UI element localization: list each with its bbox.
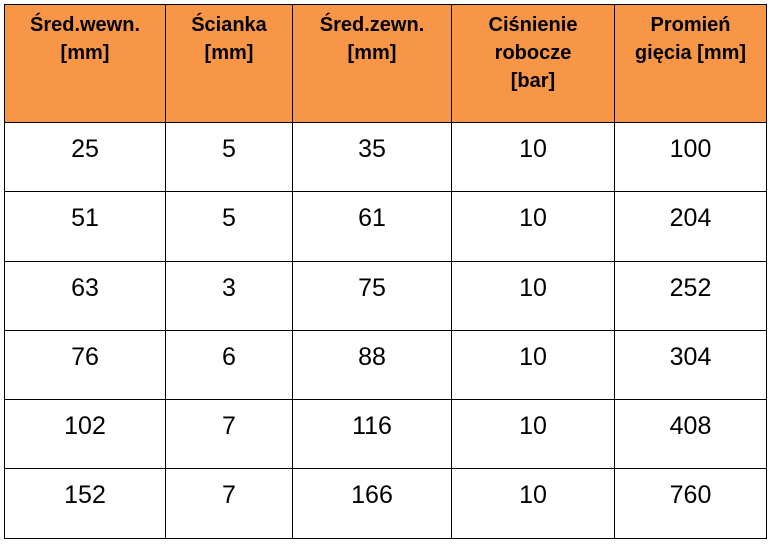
header-wall-thickness: Ścianka [mm] bbox=[165, 4, 293, 123]
cell-outer-diameter: 35 bbox=[292, 121, 452, 193]
header-line: Śred.zewn. bbox=[319, 14, 425, 36]
cell-inner-diameter: 25 bbox=[4, 121, 166, 193]
cell-working-pressure: 10 bbox=[451, 260, 615, 331]
header-line: gięcia [mm] bbox=[634, 42, 747, 64]
cell-working-pressure: 10 bbox=[451, 468, 615, 539]
table-row: 51 5 61 10 204 bbox=[4, 191, 767, 262]
cell-working-pressure: 10 bbox=[451, 399, 615, 470]
cell-working-pressure: 10 bbox=[451, 121, 615, 193]
header-bend-radius: Promień gięcia [mm] bbox=[614, 4, 767, 123]
cell-bend-radius: 252 bbox=[614, 260, 767, 331]
header-outer-diameter: Śred.zewn. [mm] bbox=[292, 4, 452, 123]
cell-outer-diameter: 88 bbox=[292, 329, 452, 401]
table-body: 25 5 35 10 100 51 5 61 10 204 63 3 75 10… bbox=[4, 121, 767, 539]
cell-inner-diameter: 102 bbox=[4, 399, 166, 470]
header-line: Ciśnienie bbox=[488, 14, 578, 36]
hose-spec-table: Śred.wewn. [mm] Ścianka [mm] Śred.zewn. … bbox=[4, 4, 767, 539]
cell-outer-diameter: 75 bbox=[292, 260, 452, 331]
header-inner-diameter: Śred.wewn. [mm] bbox=[4, 4, 166, 123]
header-line: Promień bbox=[650, 14, 731, 36]
cell-inner-diameter: 76 bbox=[4, 329, 166, 401]
header-row: Śred.wewn. [mm] Ścianka [mm] Śred.zewn. … bbox=[4, 4, 767, 123]
table-row: 25 5 35 10 100 bbox=[4, 121, 767, 193]
cell-bend-radius: 304 bbox=[614, 329, 767, 401]
table-row: 102 7 116 10 408 bbox=[4, 399, 767, 470]
header-line: Śred.wewn. bbox=[29, 14, 141, 36]
cell-outer-diameter: 116 bbox=[292, 399, 452, 470]
table-header: Śred.wewn. [mm] Ścianka [mm] Śred.zewn. … bbox=[4, 4, 767, 123]
cell-wall-thickness: 6 bbox=[165, 329, 293, 401]
cell-working-pressure: 10 bbox=[451, 329, 615, 401]
header-line: [mm] bbox=[204, 42, 254, 64]
header-line: [mm] bbox=[60, 42, 110, 64]
header-working-pressure: Ciśnienie robocze [bar] bbox=[451, 4, 615, 123]
cell-bend-radius: 204 bbox=[614, 191, 767, 262]
header-line: Ścianka bbox=[191, 14, 267, 36]
cell-wall-thickness: 7 bbox=[165, 399, 293, 470]
cell-bend-radius: 100 bbox=[614, 121, 767, 193]
cell-inner-diameter: 152 bbox=[4, 468, 166, 539]
cell-working-pressure: 10 bbox=[451, 191, 615, 262]
table-row: 63 3 75 10 252 bbox=[4, 260, 767, 331]
cell-wall-thickness: 5 bbox=[165, 121, 293, 193]
cell-wall-thickness: 5 bbox=[165, 191, 293, 262]
table-row: 76 6 88 10 304 bbox=[4, 329, 767, 401]
cell-bend-radius: 408 bbox=[614, 399, 767, 470]
cell-wall-thickness: 3 bbox=[165, 260, 293, 331]
header-line: [mm] bbox=[347, 42, 397, 64]
cell-inner-diameter: 63 bbox=[4, 260, 166, 331]
header-line: [bar] bbox=[510, 70, 556, 92]
cell-wall-thickness: 7 bbox=[165, 468, 293, 539]
cell-inner-diameter: 51 bbox=[4, 191, 166, 262]
cell-outer-diameter: 166 bbox=[292, 468, 452, 539]
cell-bend-radius: 760 bbox=[614, 468, 767, 539]
table-row: 152 7 166 10 760 bbox=[4, 468, 767, 539]
cell-outer-diameter: 61 bbox=[292, 191, 452, 262]
header-line: robocze bbox=[494, 42, 572, 64]
